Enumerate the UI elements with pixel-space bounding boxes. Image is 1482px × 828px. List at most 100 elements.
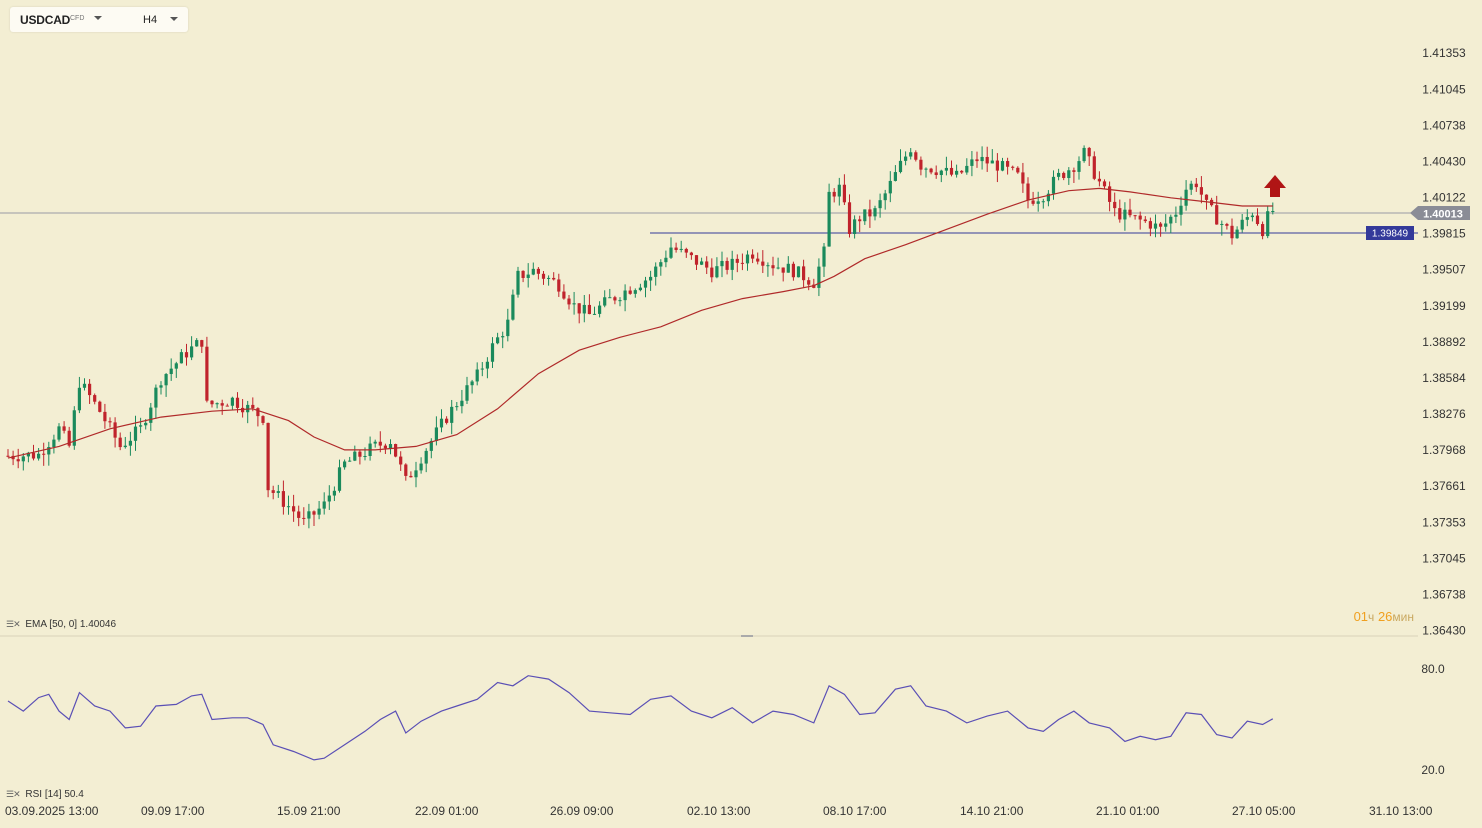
- rsi-line: [7, 675, 1274, 761]
- time-tick-label: 15.09 21:00: [277, 804, 341, 818]
- candle: [159, 381, 163, 395]
- price-tick-label: 1.38276: [1422, 407, 1466, 421]
- candle: [409, 471, 413, 478]
- candle: [1128, 198, 1132, 218]
- candle: [164, 372, 168, 397]
- candle: [1036, 191, 1040, 212]
- candle: [1006, 157, 1010, 175]
- candle: [684, 247, 688, 258]
- price-axis[interactable]: 1.41353 1.41045 1.40738 1.40430 1.40122 1.398…: [1422, 46, 1466, 637]
- candle: [1179, 196, 1183, 226]
- level-price-value: 1.39849: [1372, 229, 1409, 240]
- candle: [113, 417, 117, 448]
- candle: [1057, 168, 1061, 181]
- candle: [521, 270, 525, 283]
- candle: [62, 421, 66, 434]
- candle: [735, 254, 739, 273]
- candle: [649, 270, 653, 291]
- timer-minutes-unit: мин: [1392, 610, 1414, 624]
- candle: [1164, 214, 1168, 232]
- candle: [1189, 180, 1193, 195]
- candle: [710, 258, 714, 283]
- candle: [929, 167, 933, 175]
- time-axis[interactable]: 03.09.2025 13:00 09.09 17:00 15.09 21:00 22…: [5, 804, 1433, 818]
- ema-legend[interactable]: ☰✕ EMA [50, 0] 1.40046: [6, 619, 116, 630]
- candle: [786, 256, 790, 273]
- candle: [960, 170, 964, 174]
- candle: [582, 294, 586, 323]
- candle: [1220, 220, 1224, 236]
- candle: [93, 393, 97, 405]
- candle: [184, 343, 189, 366]
- candle: [332, 486, 336, 502]
- candle: [679, 240, 683, 253]
- chevron-down-icon[interactable]: [94, 16, 102, 20]
- candle: [873, 205, 877, 221]
- candle: [128, 431, 132, 456]
- candle: [751, 249, 755, 264]
- time-tick-label: 09.09 17:00: [141, 804, 205, 818]
- candle: [1230, 218, 1234, 245]
- candle: [689, 251, 693, 260]
- candle: [1026, 177, 1030, 209]
- candle: [220, 399, 224, 415]
- price-tick-label: 1.38892: [1422, 335, 1466, 349]
- candle: [205, 336, 209, 403]
- candle: [572, 291, 576, 315]
- candle: [108, 417, 112, 428]
- symbol-selector[interactable]: USDCAD CFD H4: [10, 7, 188, 32]
- rsi-legend[interactable]: ☰✕ RSI [14] 50.4: [6, 789, 84, 800]
- candle: [373, 439, 377, 448]
- candle: [766, 262, 770, 277]
- candle: [123, 436, 127, 449]
- candle-countdown: 01ч 26мин: [1354, 609, 1414, 624]
- candle: [470, 379, 474, 394]
- current-price-tag: 1.40013: [1410, 206, 1470, 221]
- candle: [613, 295, 617, 305]
- candle: [103, 403, 107, 429]
- time-tick-label: 02.10 13:00: [687, 804, 751, 818]
- candle: [496, 332, 500, 345]
- candle: [445, 416, 449, 425]
- time-tick-label: 22.09 01:00: [415, 804, 479, 818]
- chevron-down-icon[interactable]: [170, 17, 178, 21]
- candle: [1082, 145, 1086, 163]
- candle: [567, 294, 571, 310]
- candle: [322, 492, 326, 515]
- candle: [1235, 226, 1239, 239]
- candle: [725, 257, 729, 275]
- candle: [1153, 214, 1158, 238]
- candle: [11, 450, 15, 466]
- candle: [1266, 206, 1270, 239]
- level-price-tag[interactable]: 1.39849: [1366, 226, 1414, 240]
- candle: [659, 259, 663, 276]
- candle: [1077, 156, 1081, 180]
- candle: [771, 256, 775, 276]
- candle: [694, 255, 699, 270]
- candle: [1199, 176, 1203, 204]
- candle: [317, 500, 321, 520]
- settings-icon[interactable]: ☰✕: [6, 619, 21, 629]
- price-tick-label: 1.36738: [1422, 587, 1466, 601]
- candle: [82, 378, 87, 391]
- price-tick-label: 1.37045: [1422, 551, 1466, 565]
- candle: [898, 149, 903, 174]
- candle: [1245, 209, 1249, 227]
- candle: [715, 257, 719, 279]
- price-tick-label: 1.40738: [1422, 118, 1466, 132]
- symbol-name: USDCAD: [20, 13, 71, 27]
- candle: [577, 303, 581, 324]
- candle: [174, 361, 178, 378]
- candle: [603, 290, 607, 308]
- candle: [888, 171, 892, 203]
- candle: [944, 156, 948, 176]
- candle: [1062, 171, 1066, 181]
- panel-resize-handle[interactable]: [741, 635, 753, 637]
- rsi-value: 50.4: [64, 789, 84, 800]
- timeframe-selector[interactable]: H4: [143, 14, 158, 26]
- candle: [1159, 221, 1163, 237]
- candle: [388, 439, 393, 455]
- settings-icon[interactable]: ☰✕: [6, 789, 21, 799]
- candle: [276, 484, 280, 498]
